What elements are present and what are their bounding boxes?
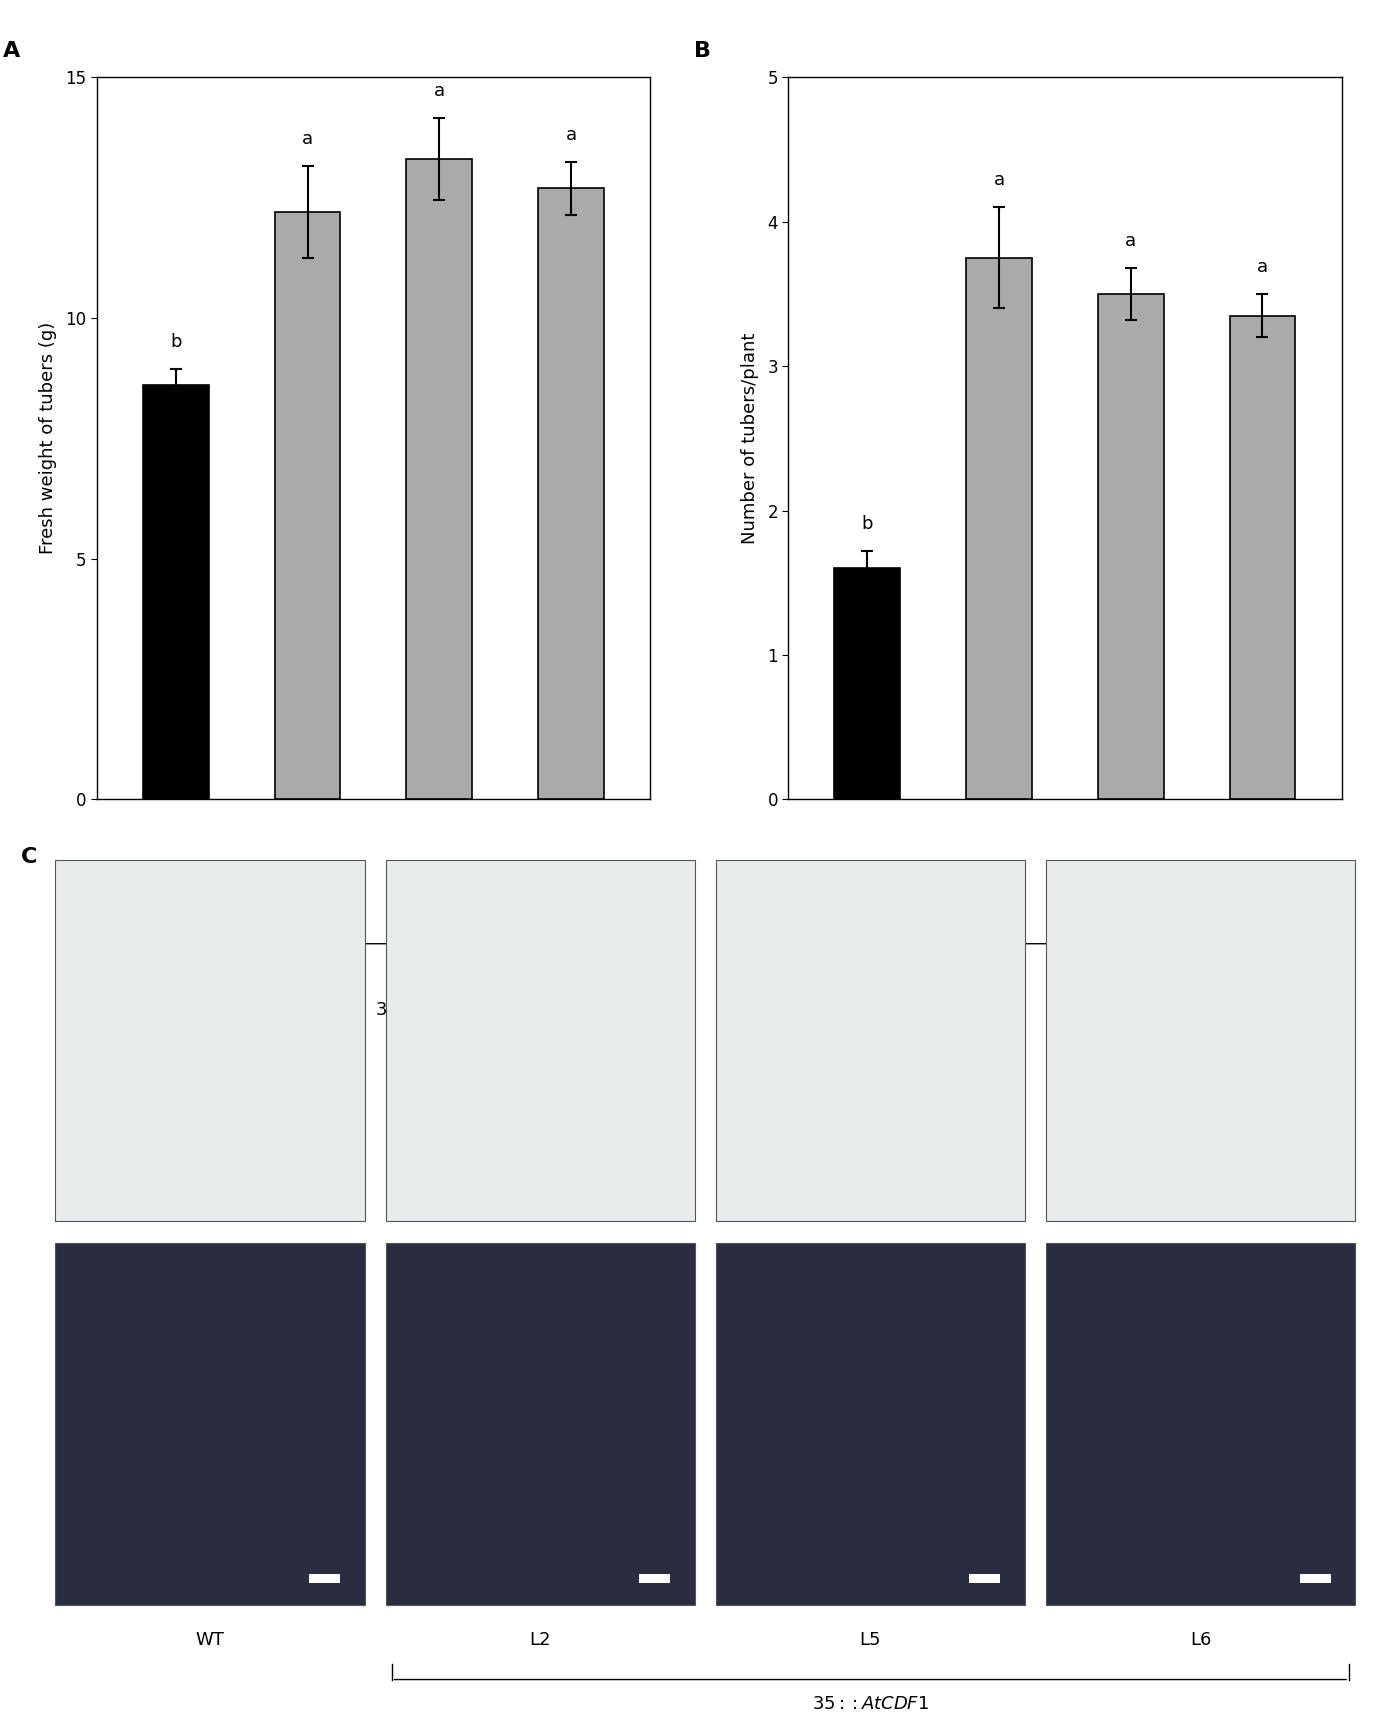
Text: a: a bbox=[301, 131, 313, 148]
Bar bbox=[386, 860, 694, 1222]
Bar bbox=[407, 160, 472, 799]
Text: a: a bbox=[1257, 258, 1268, 275]
Bar bbox=[834, 569, 900, 799]
Bar bbox=[275, 211, 340, 799]
Bar bbox=[386, 1243, 694, 1606]
Bar bbox=[1300, 1575, 1330, 1583]
Text: $35S::AtCDF1$: $35S::AtCDF1$ bbox=[375, 1002, 503, 1019]
Text: $35S::AtCDF1$: $35S::AtCDF1$ bbox=[1066, 1002, 1195, 1019]
Text: L2: L2 bbox=[297, 865, 318, 882]
Text: L6: L6 bbox=[1252, 865, 1274, 882]
Bar bbox=[1229, 316, 1296, 799]
Text: L2: L2 bbox=[989, 865, 1010, 882]
Bar bbox=[969, 1575, 1000, 1583]
Text: b: b bbox=[170, 332, 181, 351]
Bar bbox=[639, 1575, 671, 1583]
Bar bbox=[967, 258, 1032, 799]
Text: WT: WT bbox=[195, 1631, 224, 1649]
Text: a: a bbox=[434, 83, 445, 100]
Text: a: a bbox=[993, 172, 1004, 189]
Bar bbox=[55, 1243, 365, 1606]
Bar bbox=[1098, 294, 1163, 799]
Text: a: a bbox=[566, 125, 577, 143]
Text: WT: WT bbox=[162, 865, 191, 882]
Bar bbox=[308, 1575, 340, 1583]
Text: L6: L6 bbox=[560, 865, 582, 882]
Text: L5: L5 bbox=[1120, 865, 1141, 882]
Text: WT: WT bbox=[853, 865, 882, 882]
Text: L5: L5 bbox=[860, 1631, 881, 1649]
Text: L5: L5 bbox=[429, 865, 449, 882]
Bar bbox=[716, 860, 1025, 1222]
Text: L6: L6 bbox=[1189, 1631, 1212, 1649]
Text: A: A bbox=[3, 41, 19, 62]
Bar bbox=[142, 385, 209, 799]
Text: L2: L2 bbox=[530, 1631, 550, 1649]
Bar bbox=[538, 187, 604, 799]
Text: $35::AtCDF1$: $35::AtCDF1$ bbox=[812, 1695, 929, 1714]
Bar bbox=[1046, 860, 1355, 1222]
Y-axis label: Fresh weight of tubers (g): Fresh weight of tubers (g) bbox=[39, 321, 57, 555]
Y-axis label: Number of tubers/plant: Number of tubers/plant bbox=[741, 333, 759, 543]
Bar bbox=[716, 1243, 1025, 1606]
Text: B: B bbox=[694, 41, 711, 62]
Bar bbox=[55, 860, 365, 1222]
Bar bbox=[1046, 1243, 1355, 1606]
Text: b: b bbox=[862, 516, 873, 533]
Text: C: C bbox=[21, 847, 37, 866]
Text: a: a bbox=[1126, 232, 1137, 249]
